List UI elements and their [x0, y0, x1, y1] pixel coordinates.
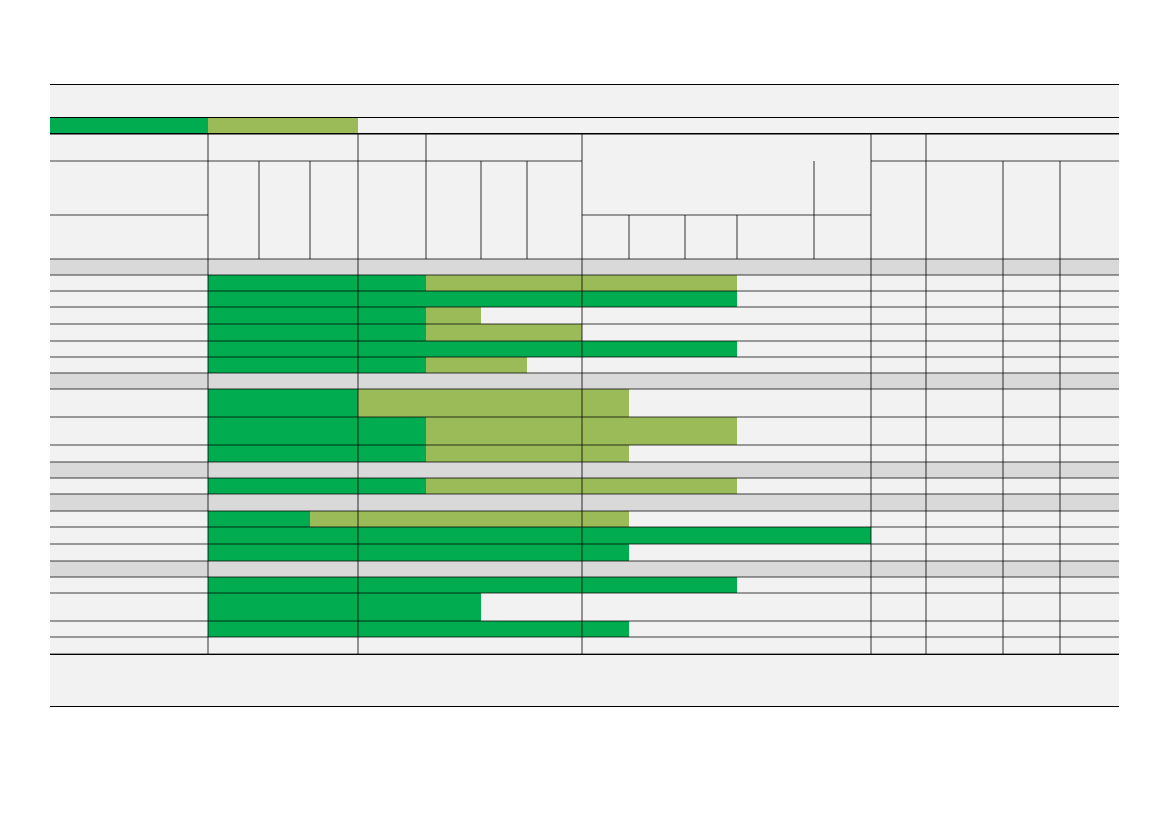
- coverage-cell-full: [358, 593, 426, 621]
- coverage-cell-full: [629, 527, 871, 544]
- section-row: [50, 259, 1119, 275]
- coverage-cell-full: [358, 307, 426, 324]
- coverage-cell-full: [310, 593, 358, 621]
- coverage-cell-full: [310, 324, 358, 341]
- coverage-cell-full: [208, 511, 310, 527]
- coverage-cell-full: [208, 621, 310, 637]
- coverage-cell-full: [426, 544, 582, 561]
- coverage-cell-full: [582, 527, 629, 544]
- coverage-cell-partial: [426, 389, 582, 417]
- coverage-cell-full: [629, 341, 737, 357]
- coverage-cell-full: [208, 417, 310, 445]
- coverage-cell-full: [310, 577, 358, 593]
- coverage-cell-partial: [426, 511, 582, 527]
- coverage-cell-full: [358, 417, 426, 445]
- coverage-cell-full: [426, 341, 582, 357]
- coverage-cell-full: [582, 291, 629, 307]
- coverage-cell-full: [310, 275, 358, 291]
- section-row: [50, 373, 1119, 389]
- coverage-cell-full: [358, 527, 426, 544]
- coverage-cell-full: [582, 341, 629, 357]
- table-row: [50, 637, 1119, 654]
- coverage-cell-full: [310, 341, 358, 357]
- coverage-cell-full: [310, 527, 358, 544]
- coverage-cell-partial: [310, 511, 358, 527]
- coverage-cell-partial: [426, 417, 582, 445]
- coverage-cell-full: [208, 275, 310, 291]
- coverage-cell-full: [208, 593, 310, 621]
- coverage-cell-full: [582, 577, 629, 593]
- coverage-cell-full: [208, 357, 310, 373]
- coverage-cell-full: [358, 577, 426, 593]
- coverage-cell-full: [310, 357, 358, 373]
- section-row: [50, 494, 1119, 511]
- coverage-cell-full: [358, 324, 426, 341]
- coverage-cell-full: [310, 544, 358, 561]
- coverage-cell-full: [208, 291, 310, 307]
- coverage-cell-full: [208, 307, 310, 324]
- coverage-cell-full: [582, 544, 629, 561]
- coverage-cell-partial: [629, 417, 737, 445]
- coverage-cell-full: [426, 291, 582, 307]
- section-row: [50, 462, 1119, 478]
- coverage-cell-full: [208, 478, 310, 494]
- coverage-cell-full: [426, 577, 582, 593]
- coverage-cell-partial: [358, 389, 426, 417]
- coverage-cell-full: [358, 478, 426, 494]
- coverage-cell-full: [358, 445, 426, 462]
- section-row: [50, 561, 1119, 577]
- coverage-cell-full: [358, 275, 426, 291]
- coverage-cell-partial: [426, 275, 582, 291]
- coverage-cell-full: [358, 621, 426, 637]
- coverage-cell-full: [208, 445, 310, 462]
- coverage-cell-partial: [426, 478, 582, 494]
- coverage-cell-full: [426, 593, 481, 621]
- footnote-band: [50, 654, 1119, 707]
- coverage-cell-full: [310, 307, 358, 324]
- coverage-cell-partial: [582, 275, 629, 291]
- coverage-cell-full: [358, 341, 426, 357]
- coverage-cell-partial: [582, 389, 629, 417]
- coverage-cell-partial: [582, 478, 629, 494]
- coverage-cell-full: [208, 324, 310, 341]
- coverage-cell-partial: [358, 511, 426, 527]
- coverage-cell-full: [310, 445, 358, 462]
- coverage-cell-full: [426, 527, 582, 544]
- coverage-cell-full: [208, 389, 310, 417]
- coverage-cell-full: [208, 577, 310, 593]
- coverage-cell-partial: [426, 357, 527, 373]
- coverage-cell-partial: [629, 478, 737, 494]
- coverage-cell-partial: [426, 307, 481, 324]
- coverage-cell-full: [426, 621, 582, 637]
- coverage-cell-full: [310, 478, 358, 494]
- coverage-cell-partial: [582, 445, 629, 462]
- coverage-cell-full: [310, 621, 358, 637]
- coverage-cell-full: [582, 621, 629, 637]
- coverage-cell-full: [629, 577, 737, 593]
- coverage-cell-full: [358, 357, 426, 373]
- coverage-cell-full: [629, 291, 737, 307]
- coverage-cell-partial: [582, 511, 629, 527]
- coverage-cell-full: [208, 341, 310, 357]
- coverage-cell-partial: [426, 324, 582, 341]
- table-header: [50, 134, 1119, 259]
- coverage-cell-full: [310, 389, 358, 417]
- coverage-cell-full: [310, 417, 358, 445]
- coverage-cell-partial: [629, 275, 737, 291]
- coverage-cell-partial: [582, 417, 629, 445]
- title-band: [50, 84, 1119, 118]
- coverage-cell-full: [310, 291, 358, 307]
- coverage-cell-partial: [426, 445, 582, 462]
- coverage-cell-full: [208, 544, 310, 561]
- coverage-cell-full: [358, 544, 426, 561]
- coverage-cell-full: [358, 291, 426, 307]
- coverage-cell-full: [208, 527, 310, 544]
